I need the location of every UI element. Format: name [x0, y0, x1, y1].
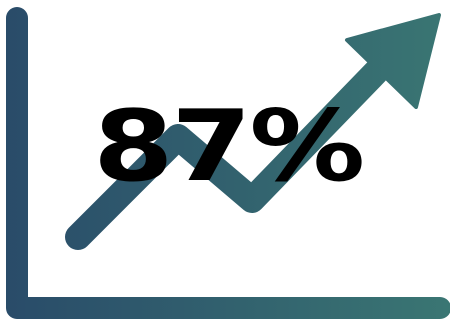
arrow-head-icon	[345, 13, 441, 109]
chart-axes-icon	[6, 7, 450, 319]
trend-line	[65, 59, 389, 250]
stat-percentage: 87%	[93, 90, 365, 204]
